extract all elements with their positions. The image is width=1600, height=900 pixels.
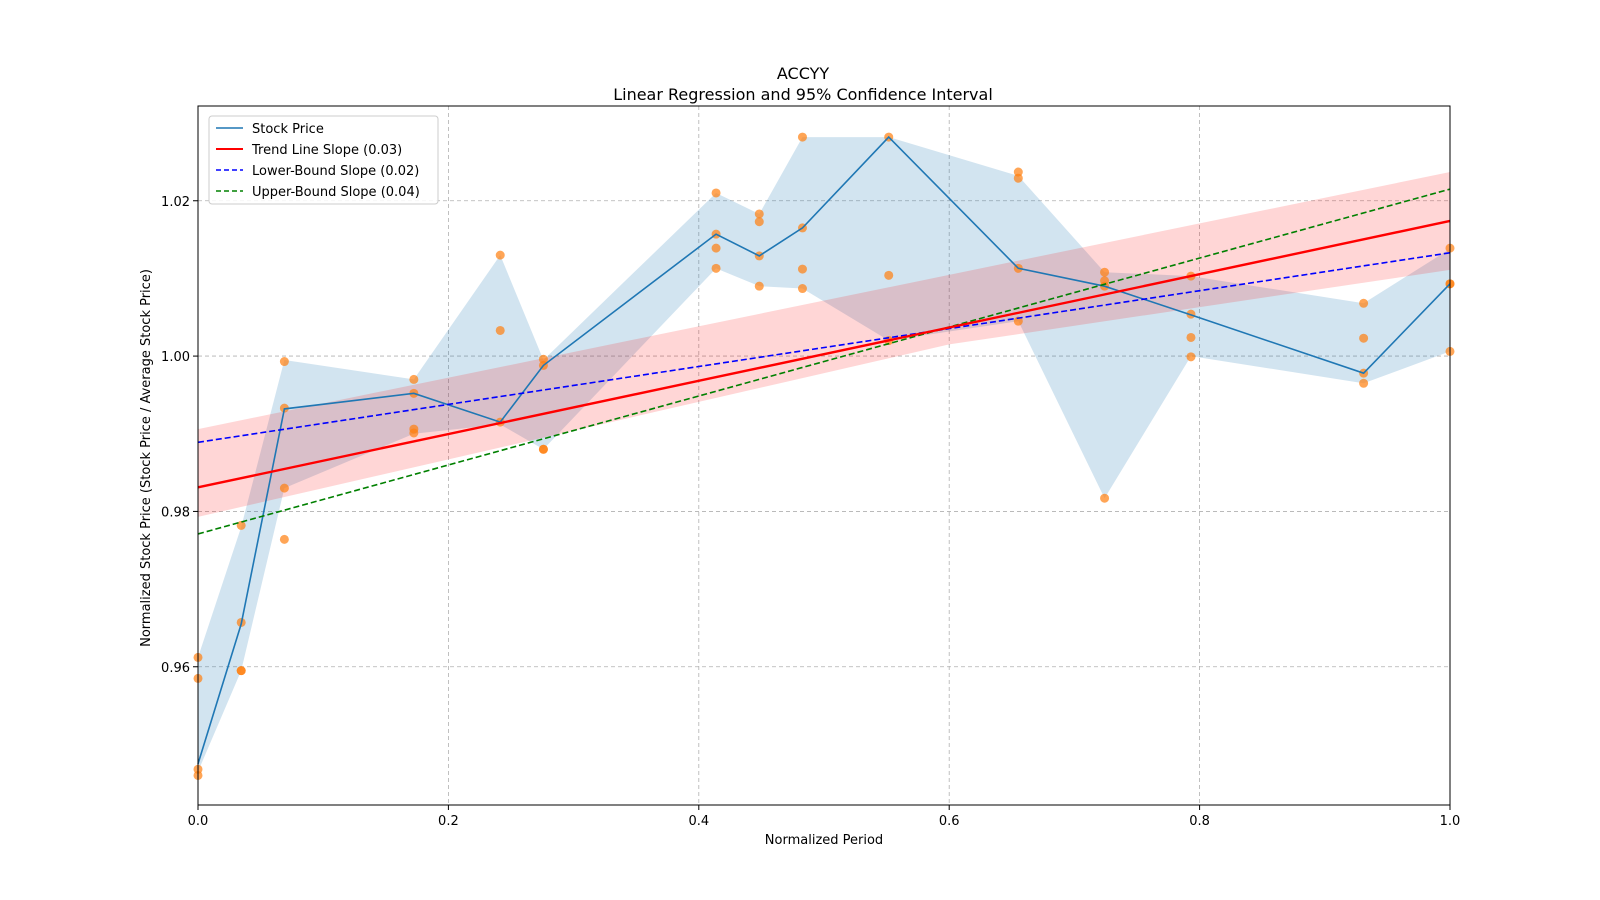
x-axis-label: Normalized Period	[765, 833, 883, 848]
y-tick-label: 0.98	[161, 505, 190, 520]
scatter-point	[495, 325, 505, 335]
trend-line	[197, 219, 1451, 489]
stock-band-layer	[198, 137, 1450, 772]
x-tick-label: 1.0	[1440, 814, 1461, 829]
trend-confidence-band	[198, 172, 1450, 517]
stock-price-band	[198, 137, 1450, 772]
scatter-layer	[193, 132, 1455, 780]
scatter-point	[754, 281, 764, 291]
stock-price-line	[197, 135, 1451, 765]
scatter-point	[797, 132, 807, 142]
scatter-point	[279, 534, 289, 544]
scatter-point	[1013, 173, 1023, 183]
legend-label-lower-bound: Lower-Bound Slope (0.02)	[252, 164, 419, 179]
legend-box	[208, 115, 439, 205]
legend: Stock Price Trend Line Slope (0.03) Lowe…	[208, 115, 439, 205]
scatter-point	[1186, 332, 1196, 342]
x-tick-label: 0.8	[1189, 814, 1210, 829]
scatter-point	[279, 357, 289, 367]
chart-title: ACCYY	[777, 64, 830, 83]
y-axis-label: Normalized Stock Price (Stock Price / Av…	[139, 269, 154, 647]
legend-label-stock-price: Stock Price	[252, 122, 324, 137]
scatter-point	[538, 354, 548, 364]
scatter-point	[797, 284, 807, 294]
legend-label-trend-line: Trend Line Slope (0.03)	[251, 143, 402, 158]
scatter-point	[1100, 493, 1110, 503]
upper-bound-line	[197, 188, 1451, 535]
scatter-point	[538, 444, 548, 454]
lower-bound-line	[197, 251, 1451, 444]
scatter-point	[1013, 167, 1023, 177]
scatter-point	[1359, 378, 1369, 388]
scatter-point	[1186, 352, 1196, 362]
scatter-point	[409, 428, 419, 438]
scatter-point	[1013, 316, 1023, 326]
scatter-point	[409, 374, 419, 384]
scatter-point	[1359, 298, 1369, 308]
x-tick-label: 0.2	[438, 814, 459, 829]
scatter-point	[495, 250, 505, 260]
scatter-point	[754, 217, 764, 227]
plot-area-frame	[197, 105, 1451, 806]
x-tick-label: 0.6	[939, 814, 960, 829]
trend-ci-layer	[198, 172, 1450, 517]
line-layer	[197, 135, 1451, 765]
x-tick-label: 0.0	[188, 814, 209, 829]
scatter-point	[754, 209, 764, 219]
legend-label-upper-bound: Upper-Bound Slope (0.04)	[252, 185, 420, 200]
scatter-point	[711, 263, 721, 273]
scatter-point	[236, 520, 246, 530]
x-tick-label: 0.4	[688, 814, 709, 829]
x-axis-ticks: 0.0 0.2 0.4 0.6 0.8 1.0	[188, 805, 1461, 829]
scatter-point	[711, 243, 721, 253]
y-axis-ticks: 0.96 0.98 1.00 1.02	[161, 195, 198, 676]
chart-subtitle: Linear Regression and 95% Confidence Int…	[613, 85, 993, 104]
scatter-point	[797, 264, 807, 274]
y-tick-label: 0.96	[161, 661, 190, 676]
scatter-point	[279, 483, 289, 493]
scatter-point	[884, 270, 894, 280]
scatter-point	[236, 666, 246, 676]
y-tick-label: 1.00	[161, 350, 190, 365]
scatter-point	[1100, 267, 1110, 277]
y-tick-label: 1.02	[161, 195, 190, 210]
scatter-point	[1359, 333, 1369, 343]
scatter-point	[711, 188, 721, 198]
